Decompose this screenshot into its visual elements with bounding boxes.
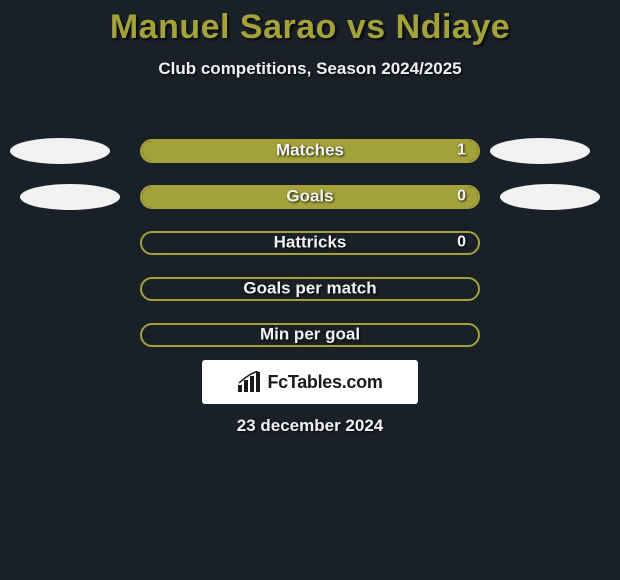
brand-logo: FcTables.com [202,360,418,404]
left-marker-ellipse [20,184,120,210]
footer-date: 23 december 2024 [237,416,384,436]
stat-bar: Hattricks 0 [140,231,480,255]
brand-logo-text: FcTables.com [267,372,382,393]
right-marker-ellipse [490,138,590,164]
stat-label: Matches [276,141,344,161]
right-marker-ellipse [500,184,600,210]
stat-value-right: 0 [457,234,466,252]
stat-row: Matches 1 [0,128,620,174]
stat-bar: Goals 0 [140,185,480,209]
stat-row: Goals per match [0,266,620,312]
stat-value-right: 0 [457,188,466,206]
stat-bar: Goals per match [140,277,480,301]
stat-bar-left-fill [142,187,310,207]
stat-bar: Min per goal [140,323,480,347]
stat-label: Hattricks [274,233,347,253]
page-subtitle: Club competitions, Season 2024/2025 [0,59,620,79]
left-marker-ellipse [10,138,110,164]
stat-label: Min per goal [260,325,360,345]
stat-rows: Matches 1 Goals 0 Hattricks 0 Goals per match M… [0,128,620,358]
stat-label: Goals [286,187,333,207]
comparison-infographic: Manuel Sarao vs Ndiaye Club competitions… [0,8,620,580]
stat-row: Hattricks 0 [0,220,620,266]
stat-row: Min per goal [0,312,620,358]
stat-bar-right-fill [310,187,478,207]
bar-chart-icon [237,371,261,393]
stat-value-right: 1 [457,142,466,160]
page-title: Manuel Sarao vs Ndiaye [0,8,620,47]
stat-bar: Matches 1 [140,139,480,163]
stat-label: Goals per match [243,279,376,299]
stat-row: Goals 0 [0,174,620,220]
